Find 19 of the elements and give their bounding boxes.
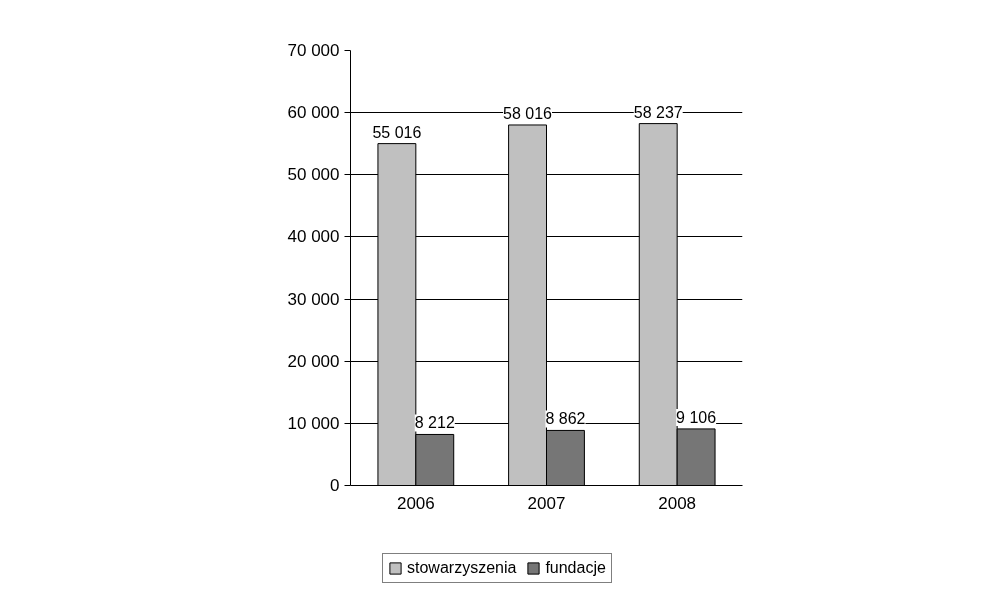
y-tick-label: 40 000 bbox=[287, 227, 340, 247]
x-tick-label: 2008 bbox=[658, 493, 697, 513]
y-tick-label: 20 000 bbox=[287, 351, 340, 371]
y-tick-label: 10 000 bbox=[287, 413, 340, 433]
y-tick-label: 0 bbox=[330, 476, 340, 495]
x-tick-label: 2006 bbox=[396, 493, 435, 513]
data-label: 58 237 bbox=[633, 103, 683, 121]
data-label: 8 212 bbox=[414, 414, 455, 432]
y-tick-label: 60 000 bbox=[287, 103, 340, 123]
y-tick-label: 50 000 bbox=[287, 165, 340, 185]
y-tick-label: 70 000 bbox=[287, 41, 340, 60]
x-tick-label: 2007 bbox=[527, 493, 566, 513]
data-label: 8 862 bbox=[545, 410, 586, 428]
y-tick-label: 30 000 bbox=[287, 289, 340, 309]
legend-label: fundacje bbox=[545, 559, 606, 577]
legend-label: stowarzyszenia bbox=[407, 559, 517, 577]
data-label: 9 106 bbox=[676, 408, 717, 426]
data-label: 55 016 bbox=[372, 123, 422, 141]
data-label: 58 016 bbox=[503, 104, 553, 122]
